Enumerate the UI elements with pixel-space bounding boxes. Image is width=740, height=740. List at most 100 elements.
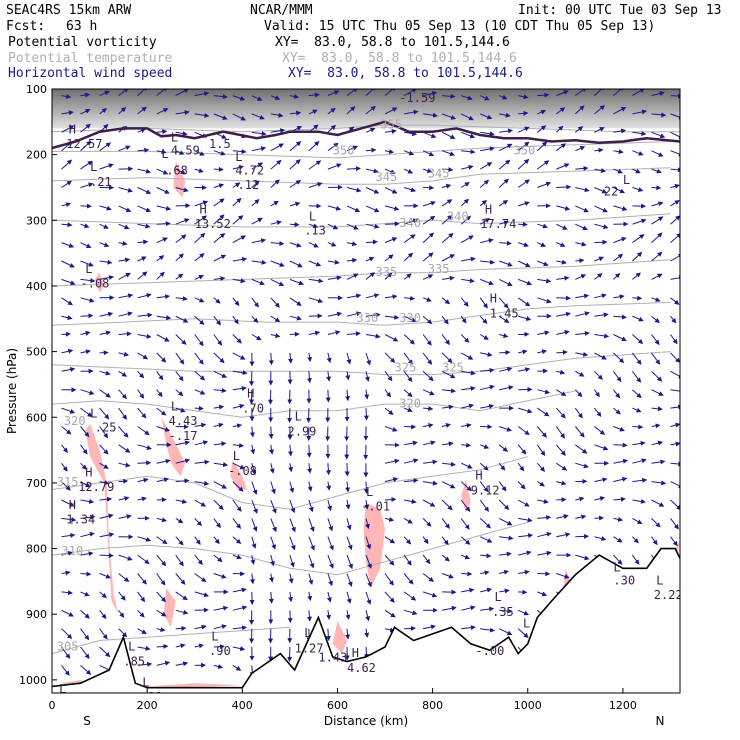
- wind-vector: [670, 518, 679, 530]
- wind-vector: [118, 496, 130, 501]
- wind-vector: [403, 315, 417, 322]
- wind-vector: [537, 389, 551, 395]
- pv-label: .68: [166, 163, 188, 177]
- wind-vector: [137, 271, 148, 280]
- wind-vector: [118, 462, 131, 468]
- wind-vector: [175, 609, 189, 615]
- wind-vector: [289, 159, 301, 170]
- wind-vector: [80, 242, 92, 248]
- wind-vector: [61, 315, 73, 321]
- pv-label: .21: [90, 175, 112, 189]
- wind-vector: [441, 423, 451, 428]
- wind-vector: [137, 256, 147, 262]
- wind-vector: [270, 112, 284, 118]
- wind-vector: [423, 480, 438, 486]
- wind-vector: [365, 168, 379, 174]
- init-time: Init: 00 UTC Tue 03 Sep 13: [518, 3, 722, 18]
- wind-vector: [441, 315, 449, 325]
- wind-vector: [441, 481, 456, 489]
- wind-vector: [365, 312, 381, 318]
- theta-label: 320: [64, 414, 86, 428]
- wind-vector: [156, 573, 166, 586]
- wind-vector: [575, 223, 588, 231]
- wind-vector: [480, 238, 494, 244]
- wind-vector: [442, 441, 454, 447]
- wind-vector: [403, 536, 412, 545]
- wind-vector: [118, 478, 129, 484]
- wind-vector: [403, 458, 419, 464]
- wind-vector: [556, 311, 571, 317]
- wind-vector: [461, 605, 476, 611]
- wind-vector: [499, 349, 511, 355]
- wind-vector: [632, 334, 644, 345]
- wind-vector: [460, 113, 474, 121]
- wind-vector: [289, 201, 301, 207]
- wind-vector: [404, 498, 417, 504]
- wind-vector: [156, 168, 169, 175]
- wind-vector: [403, 389, 413, 398]
- wind-vector: [518, 533, 534, 539]
- wind-vector: [365, 352, 371, 366]
- wind-vector: [118, 628, 128, 638]
- wind-vector: [632, 89, 645, 97]
- wind-vector: [118, 610, 125, 618]
- x-tick-label: 1200: [609, 699, 637, 712]
- wind-vector: [384, 237, 398, 244]
- pv-label: H: [475, 469, 482, 483]
- wind-vector: [346, 352, 352, 365]
- wind-vector: [194, 440, 209, 446]
- theta-label: 340: [447, 209, 469, 223]
- wind-vector: [99, 407, 110, 420]
- wind-vectors: [61, 89, 680, 677]
- wind-vector: [441, 518, 450, 530]
- wind-vector: [365, 127, 376, 133]
- wind-vector: [384, 458, 400, 464]
- wind-vector: [270, 518, 277, 533]
- wind-vector: [213, 518, 221, 529]
- wind-vector: [518, 569, 530, 575]
- wind-vector: [213, 214, 225, 225]
- wind-vector: [613, 554, 623, 565]
- wind-vector: [346, 205, 361, 213]
- wind-vector: [575, 370, 585, 377]
- wind-vector: [251, 481, 258, 496]
- pv-label: .89: [54, 696, 76, 710]
- wind-vector: [613, 89, 625, 96]
- pv-label: L: [309, 209, 316, 223]
- wind-vector: [537, 242, 547, 247]
- wind-vector: [651, 150, 664, 157]
- pv-label: 2.22: [654, 588, 683, 602]
- wind-vector: [594, 205, 608, 213]
- wind-vector: [518, 201, 530, 207]
- pv-label: L: [495, 590, 502, 604]
- wind-vector: [118, 554, 133, 561]
- wind-vector: [175, 110, 190, 115]
- wind-vector: [423, 112, 438, 118]
- wind-vector: [213, 481, 227, 489]
- wind-vector: [80, 646, 90, 659]
- wind-vector: [137, 426, 150, 436]
- wind-vector: [251, 463, 257, 476]
- wind-vector: [327, 518, 334, 532]
- terrain-fill: [52, 548, 680, 693]
- wind-vector: [270, 200, 279, 207]
- wind-vector: [479, 536, 493, 543]
- wind-vector: [232, 385, 247, 391]
- wind-vector: [441, 334, 450, 346]
- wind-vector: [325, 628, 331, 642]
- wind-vector: [537, 297, 552, 304]
- wind-vector: [556, 259, 567, 265]
- wind-vector: [651, 352, 661, 365]
- wind-vector: [612, 371, 622, 383]
- wind-vector: [137, 661, 153, 667]
- wind-vector: [326, 371, 332, 382]
- wind-vector: [232, 499, 242, 512]
- wind-vector: [632, 389, 642, 399]
- wind-vector: [670, 200, 680, 207]
- wind-vector: [518, 349, 528, 355]
- pv-label: 22: [604, 184, 618, 198]
- wind-vector: [308, 536, 315, 551]
- wind-vector: [556, 184, 572, 190]
- wind-vector: [594, 223, 609, 230]
- pv-label: L: [656, 574, 663, 588]
